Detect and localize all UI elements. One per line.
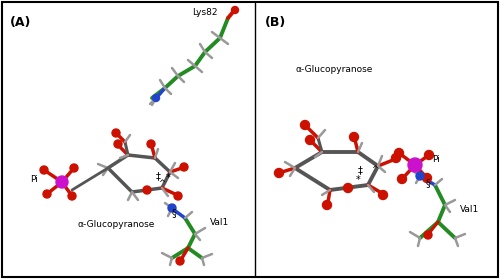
Text: (B): (B) bbox=[265, 16, 286, 29]
Circle shape bbox=[168, 204, 176, 212]
Circle shape bbox=[56, 176, 68, 188]
Circle shape bbox=[174, 192, 182, 200]
Circle shape bbox=[378, 191, 388, 199]
Text: ^: ^ bbox=[158, 179, 166, 189]
Circle shape bbox=[43, 190, 51, 198]
Circle shape bbox=[416, 172, 424, 180]
Circle shape bbox=[68, 192, 76, 200]
Text: ‡: ‡ bbox=[156, 171, 160, 181]
Circle shape bbox=[344, 184, 352, 193]
Circle shape bbox=[322, 201, 332, 210]
Text: Val1: Val1 bbox=[210, 218, 229, 227]
Text: *: * bbox=[166, 173, 170, 183]
Circle shape bbox=[180, 163, 188, 171]
Circle shape bbox=[350, 133, 358, 141]
Circle shape bbox=[408, 158, 422, 172]
Text: §: § bbox=[172, 208, 176, 218]
Text: Val1: Val1 bbox=[460, 205, 479, 214]
Text: Lys82: Lys82 bbox=[192, 8, 218, 17]
Circle shape bbox=[112, 129, 120, 137]
Circle shape bbox=[70, 164, 78, 172]
Circle shape bbox=[392, 153, 400, 162]
Circle shape bbox=[394, 148, 404, 158]
Circle shape bbox=[424, 231, 432, 239]
Circle shape bbox=[422, 174, 432, 182]
Circle shape bbox=[176, 257, 184, 265]
Text: §: § bbox=[426, 178, 430, 188]
Text: α-Glucopyranose: α-Glucopyranose bbox=[295, 65, 372, 74]
Circle shape bbox=[274, 169, 283, 177]
Circle shape bbox=[40, 166, 48, 174]
Circle shape bbox=[306, 136, 314, 145]
Circle shape bbox=[300, 121, 310, 129]
Circle shape bbox=[152, 95, 160, 102]
Text: ‡: ‡ bbox=[358, 165, 362, 175]
Circle shape bbox=[147, 140, 155, 148]
Circle shape bbox=[232, 6, 238, 13]
Text: ^: ^ bbox=[372, 165, 378, 174]
Text: (A): (A) bbox=[10, 16, 32, 29]
Circle shape bbox=[143, 186, 151, 194]
Circle shape bbox=[398, 174, 406, 184]
Text: Pi: Pi bbox=[30, 175, 38, 184]
Text: α-Glucopyranose: α-Glucopyranose bbox=[78, 220, 156, 229]
Circle shape bbox=[424, 150, 434, 160]
Circle shape bbox=[114, 140, 122, 148]
Text: *: * bbox=[356, 175, 360, 185]
Text: Pi: Pi bbox=[432, 155, 440, 165]
